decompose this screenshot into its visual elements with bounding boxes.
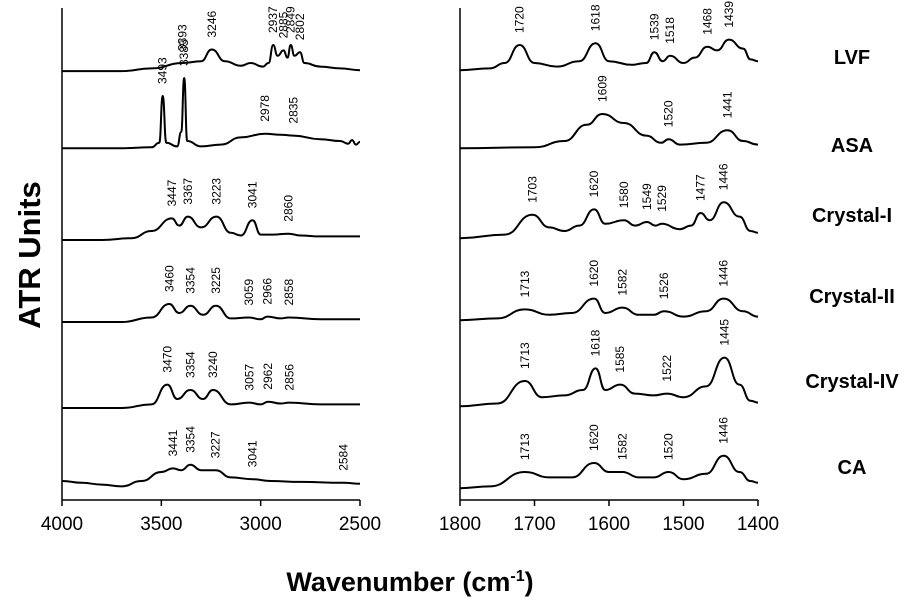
peak-label: 3227 bbox=[209, 431, 223, 458]
peak-label: 2885 bbox=[277, 11, 291, 38]
peak-label: 1585 bbox=[613, 346, 627, 373]
peak-label: 1529 bbox=[655, 185, 669, 212]
series-line-ca bbox=[61, 463, 361, 488]
peak-label: 1526 bbox=[657, 272, 671, 299]
peak-label: 2860 bbox=[282, 195, 296, 222]
peak-label: 1713 bbox=[518, 342, 532, 369]
peak-label: 3225 bbox=[209, 267, 223, 294]
y-axis-label: ATR Units bbox=[12, 181, 47, 329]
series-line-crystal-ii bbox=[459, 297, 759, 322]
peak-label: 2802 bbox=[293, 13, 307, 40]
peak-label: 1618 bbox=[589, 4, 603, 31]
peak-label: 1620 bbox=[587, 424, 601, 451]
series-line-crystal-iv bbox=[62, 383, 360, 409]
series-name-lvf: LVF bbox=[834, 47, 870, 69]
x-tick-label: 3500 bbox=[140, 514, 182, 535]
peak-label: 1582 bbox=[615, 269, 629, 296]
peak-label: 1477 bbox=[694, 174, 708, 201]
peak-label: 1520 bbox=[662, 100, 676, 127]
peak-label: 1582 bbox=[615, 433, 629, 460]
peak-label: 3447 bbox=[165, 179, 179, 206]
peak-label: 1713 bbox=[518, 433, 532, 460]
peak-label: 1620 bbox=[587, 260, 601, 287]
peak-label: 2835 bbox=[286, 97, 300, 124]
peak-label: 1445 bbox=[718, 319, 732, 346]
series-line-asa bbox=[459, 112, 759, 150]
x-tick-label: 2500 bbox=[339, 514, 381, 535]
series-labels: LVF ASA Crystal-I Crystal-II Crystal-IV CA bbox=[805, 47, 899, 479]
series-line-asa bbox=[62, 76, 361, 150]
peak-label: 3393 bbox=[176, 24, 190, 51]
x-tick-label: 1800 bbox=[439, 514, 481, 535]
peak-label: 3223 bbox=[209, 178, 223, 205]
series-name-asa: ASA bbox=[831, 135, 873, 157]
peak-label: 3385 bbox=[177, 39, 191, 66]
peak-label: 2962 bbox=[261, 363, 275, 390]
peak-label: 2978 bbox=[258, 95, 272, 122]
series-line-crystal-i bbox=[459, 201, 759, 240]
peak-label: 1539 bbox=[647, 13, 661, 40]
x-tick-label: 1700 bbox=[513, 514, 555, 535]
peak-label: 3470 bbox=[160, 346, 174, 373]
peak-label: 3246 bbox=[205, 10, 219, 37]
peak-label: 3367 bbox=[181, 178, 195, 205]
series-line-crystal-ii bbox=[62, 302, 360, 323]
peak-label: 3493 bbox=[156, 57, 170, 84]
series-name-crystal-iv: Crystal-IV bbox=[805, 371, 899, 393]
peak-label: 1580 bbox=[617, 181, 631, 208]
peak-label: 2584 bbox=[336, 444, 350, 471]
x-tick-label: 3000 bbox=[240, 514, 282, 535]
x-tick-label: 1600 bbox=[588, 514, 630, 535]
series-line-lvf bbox=[61, 43, 361, 73]
peak-label: 1441 bbox=[721, 91, 735, 118]
peak-label: 2849 bbox=[284, 6, 298, 33]
peak-label: 1549 bbox=[640, 183, 654, 210]
peak-label: 1446 bbox=[717, 417, 731, 444]
series-line-lvf bbox=[459, 38, 759, 72]
peak-label: 3441 bbox=[166, 429, 180, 456]
peak-label: 1618 bbox=[589, 329, 603, 356]
series-line-crystal-i bbox=[62, 215, 360, 241]
peak-label: 1620 bbox=[587, 170, 601, 197]
peak-label: 3041 bbox=[246, 181, 260, 208]
peak-label: 3354 bbox=[183, 267, 197, 294]
peak-label: 3041 bbox=[246, 440, 260, 467]
peak-label: 3240 bbox=[206, 351, 220, 378]
x-axis-label: Wavenumber (cm-1) bbox=[286, 567, 533, 597]
peak-label: 1518 bbox=[663, 17, 677, 44]
x-tick-label: 1500 bbox=[662, 514, 704, 535]
series-name-crystal-i: Crystal-I bbox=[812, 205, 892, 227]
peak-label: 1468 bbox=[700, 8, 714, 35]
peak-label: 2858 bbox=[282, 278, 296, 305]
peak-label: 2937 bbox=[266, 6, 280, 33]
peak-label: 1720 bbox=[513, 6, 527, 33]
peak-label: 2856 bbox=[282, 364, 296, 391]
peak-label: 1522 bbox=[660, 355, 674, 382]
series-line-ca bbox=[459, 454, 759, 490]
peak-label: 1439 bbox=[722, 1, 736, 28]
peak-label: 2966 bbox=[260, 278, 274, 305]
peak-label: 3354 bbox=[183, 351, 197, 378]
peak-label: 3354 bbox=[183, 426, 197, 453]
peak-label: 3059 bbox=[242, 278, 256, 305]
peak-label: 1446 bbox=[717, 260, 731, 287]
series-name-crystal-ii: Crystal-II bbox=[809, 286, 895, 308]
x-tick-label: 4000 bbox=[41, 514, 83, 535]
x-tick-label: 1400 bbox=[737, 514, 779, 535]
peak-label: 1520 bbox=[662, 433, 676, 460]
series-name-ca: CA bbox=[838, 457, 867, 479]
series-line-crystal-iv bbox=[459, 356, 759, 408]
peak-label: 1446 bbox=[717, 163, 731, 190]
peak-label: 1609 bbox=[595, 75, 609, 102]
peak-label: 1703 bbox=[525, 176, 539, 203]
peak-label: 3057 bbox=[242, 364, 256, 391]
left-panel: 4000 3500 3000 2500 3393 3246 2937288528492802… bbox=[41, 6, 381, 535]
peak-label: 3460 bbox=[162, 265, 176, 292]
peak-label: 1713 bbox=[518, 270, 532, 297]
right-panel: 1800 1700 1600 1500 1400 1720 1618 1539 1518 1468… bbox=[439, 1, 779, 535]
